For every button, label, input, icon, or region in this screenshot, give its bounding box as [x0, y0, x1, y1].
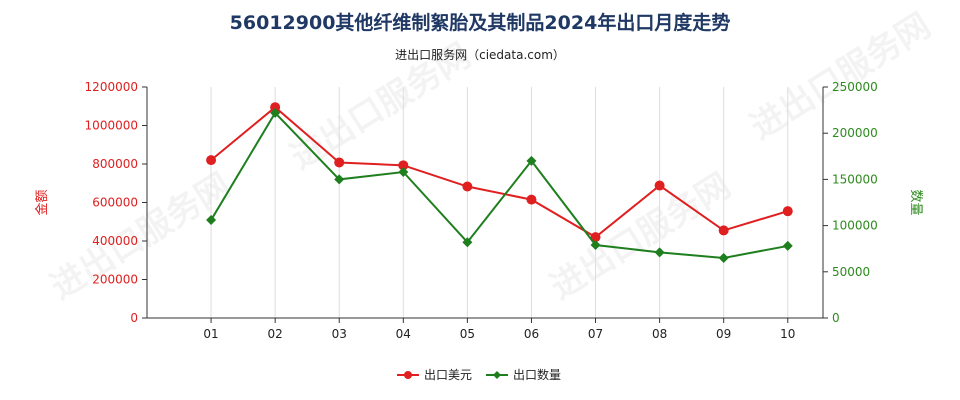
legend-swatch-marker	[493, 371, 501, 379]
series-line	[210, 105, 789, 239]
data-point	[526, 194, 537, 205]
right-tick-label: 250000	[832, 80, 878, 94]
legend-swatch-marker	[404, 371, 412, 379]
x-tick-label: 03	[332, 327, 347, 341]
left-tick-label: 0	[130, 311, 138, 325]
x-tick-label: 04	[396, 327, 411, 341]
x-tick-label: 10	[780, 327, 795, 341]
legend-label: 出口美元	[424, 368, 472, 382]
legend-label: 出口数量	[513, 367, 561, 382]
data-point	[206, 155, 217, 166]
data-point	[782, 240, 793, 251]
data-point	[398, 160, 409, 171]
right-tick-label: 0	[832, 311, 840, 325]
left-tick-label: 1000000	[85, 119, 138, 133]
legend: 出口美元 出口数量	[397, 367, 561, 382]
watermark-text: 进出口服务网	[284, 36, 478, 178]
data-point	[590, 232, 601, 243]
left-tick-label: 600000	[92, 196, 138, 210]
data-point	[718, 225, 729, 236]
chart-subtitle: 进出口服务网（ciedata.com）	[395, 48, 565, 62]
left-tick-label: 800000	[92, 157, 138, 171]
series-line	[210, 111, 788, 259]
x-tick-label: 01	[203, 327, 218, 341]
right-tick-label: 100000	[832, 219, 878, 233]
data-point	[654, 180, 665, 191]
right-tick-label: 50000	[832, 265, 870, 279]
x-tick-label: 09	[716, 327, 731, 341]
left-tick-label: 200000	[92, 273, 138, 287]
axes	[142, 86, 828, 323]
grid-lines	[210, 87, 789, 318]
data-point	[526, 155, 537, 166]
data-point	[398, 167, 409, 178]
data-point	[334, 174, 345, 185]
x-tick-label: 02	[268, 327, 283, 341]
left-tick-label: 400000	[92, 234, 138, 248]
right-tick-label: 200000	[832, 126, 878, 140]
left-axis-title: 金额	[34, 189, 50, 215]
tick-labels: 0200000400000600000800000100000012000000…	[34, 80, 923, 341]
watermark-layer: 进出口服务网进出口服务网进出口服务网进出口服务网	[44, 6, 938, 308]
right-tick-label: 150000	[832, 172, 878, 186]
x-tick-label: 06	[524, 327, 539, 341]
data-point	[462, 181, 473, 192]
left-tick-label: 1200000	[85, 80, 138, 94]
watermark-text: 进出口服务网	[44, 166, 238, 308]
data-point	[654, 247, 665, 258]
right-axis-title: 数量	[908, 189, 923, 215]
x-tick-label: 08	[652, 327, 667, 341]
data-point	[270, 107, 281, 118]
chart-title: 56012900其他纤维制絮胎及其制品2024年出口月度走势	[229, 12, 731, 34]
data-point	[334, 157, 345, 168]
data-point	[270, 102, 281, 113]
data-point	[206, 215, 217, 226]
data-point	[462, 237, 473, 248]
data-point	[590, 240, 601, 251]
watermark-text: 进出口服务网	[544, 166, 738, 308]
x-tick-label: 07	[588, 327, 603, 341]
x-tick-label: 05	[460, 327, 475, 341]
data-point	[782, 206, 793, 217]
series-layer	[206, 102, 793, 263]
data-point	[718, 252, 729, 263]
